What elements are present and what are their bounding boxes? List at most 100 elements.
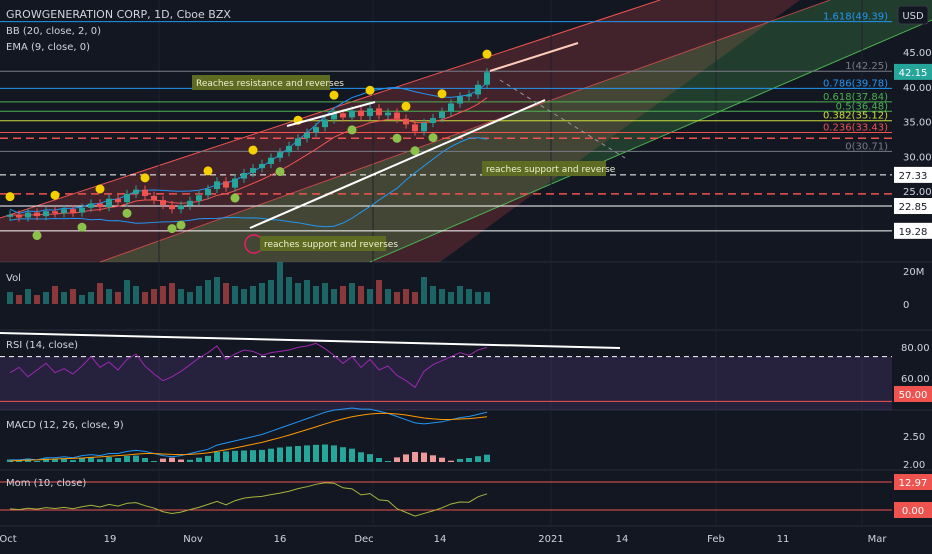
rsi-trendline <box>0 332 621 349</box>
macd-hist-2 <box>25 459 31 462</box>
candle-body-21 <box>196 195 202 201</box>
level-box-0 <box>894 166 932 183</box>
annotation-resistance: Reaches resistance and reverses <box>196 79 344 89</box>
annotation-support-right-bg <box>482 161 606 176</box>
macd-hist-29 <box>268 448 274 462</box>
channel-top-line <box>0 0 661 219</box>
macd-tick-0: 2.50 <box>903 432 925 443</box>
candle-body-9 <box>88 203 94 208</box>
candle-body-26 <box>241 173 247 179</box>
candle-body-12 <box>115 198 121 203</box>
candle-body-11 <box>106 198 112 208</box>
yellow-marker-7 <box>329 90 339 100</box>
price-tick-1: 40.00 <box>903 83 932 94</box>
candle-body-43 <box>394 112 400 119</box>
channel-bottom-line <box>369 19 932 263</box>
volume-bar-17 <box>160 286 166 304</box>
candle-body-38 <box>349 110 355 118</box>
candle-body-16 <box>151 195 157 201</box>
green-marker-6 <box>275 167 285 177</box>
green-marker-10 <box>428 133 438 143</box>
macd-hist-14 <box>133 455 139 462</box>
macd-hist-50 <box>457 458 463 462</box>
candle-body-15 <box>142 189 148 196</box>
candle-body-37 <box>340 113 346 118</box>
volume-bar-38 <box>349 283 355 304</box>
candle-body-10 <box>97 203 103 208</box>
time-tick-10: Mar <box>868 534 888 545</box>
markers <box>5 49 492 254</box>
macd-hist-15 <box>142 458 148 462</box>
volume-tick-0: 20M <box>903 267 924 278</box>
yellow-marker-9 <box>401 101 411 111</box>
candle-body-19 <box>178 205 184 210</box>
volume-bar-20 <box>187 292 193 304</box>
annotation-support-left: reaches support and reverses <box>264 240 398 250</box>
candle-body-32 <box>295 138 301 146</box>
currency-button-bg[interactable] <box>897 5 929 25</box>
candle-body-30 <box>277 152 283 158</box>
candle-body-1 <box>16 214 22 218</box>
candle-body-3 <box>34 212 40 217</box>
level-box-2 <box>894 222 932 239</box>
macd-hist-3 <box>34 461 40 462</box>
trendlines <box>249 42 626 229</box>
green-marker-5 <box>230 193 240 203</box>
candle-body-53 <box>484 72 490 85</box>
time-tick-9: 11 <box>777 534 790 545</box>
yellow-marker-8 <box>365 85 375 95</box>
macd-hist-40 <box>367 454 373 462</box>
candle-body-25 <box>232 178 238 188</box>
macd-hist-11 <box>106 457 112 462</box>
macd-hist-19 <box>178 459 184 462</box>
macd-hist-1 <box>16 460 22 462</box>
volume-bar-48 <box>439 289 445 304</box>
volume-bar-50 <box>457 286 463 304</box>
candle-body-45 <box>412 124 418 132</box>
candle-body-17 <box>160 200 166 205</box>
candle-body-52 <box>475 84 481 95</box>
volume-bar-31 <box>286 277 292 304</box>
macd-line <box>10 407 488 461</box>
fib-label-1: 1(42.25) <box>845 61 888 72</box>
macd-tick-1: 2.00 <box>903 460 925 471</box>
price-tick-4: 25.00 <box>903 187 932 198</box>
volume-bar-53 <box>484 292 490 304</box>
bb-lower-line <box>9 137 488 228</box>
volume-bar-40 <box>367 289 373 304</box>
macd-hist-52 <box>475 456 481 462</box>
green-marker-3 <box>167 224 177 234</box>
candle-body-4 <box>43 211 49 217</box>
price-tick-3: 30.00 <box>903 152 932 163</box>
candle-body-22 <box>205 188 211 196</box>
candle-body-50 <box>457 96 463 104</box>
candle-body-39 <box>358 110 364 117</box>
macd-hist-17 <box>160 458 166 462</box>
macd-hist-49 <box>448 460 454 462</box>
macd-hist-23 <box>214 452 220 462</box>
green-marker-0 <box>32 231 42 241</box>
currency-label[interactable]: USD <box>902 11 924 22</box>
volume-bar-43 <box>394 292 400 304</box>
chart-title: GROWGENERATION CORP, 1D, Cboe BZX <box>6 8 231 21</box>
macd-hist-33 <box>304 445 310 462</box>
candle-body-28 <box>259 163 265 169</box>
time-tick-6: 2021 <box>538 534 563 545</box>
macd-hist-13 <box>124 455 130 462</box>
macd-hist-48 <box>439 457 445 462</box>
macd-hist-53 <box>484 454 490 462</box>
indicator-ema-label: EMA (9, close, 0) <box>6 42 90 53</box>
macd-hist-45 <box>412 452 418 462</box>
time-tick-8: Feb <box>707 534 725 545</box>
indicator-bb-label: BB (20, close, 2, 0) <box>6 26 101 37</box>
trendline-resistance-2 <box>489 42 579 72</box>
price-tick-0: 45.00 <box>903 48 932 59</box>
yellow-marker-11 <box>482 49 492 59</box>
macd-hist-38 <box>349 448 355 462</box>
volume-bar-15 <box>142 292 148 304</box>
trendline-projection <box>499 79 626 159</box>
macd-hist-43 <box>394 457 400 462</box>
volume-bar-36 <box>331 289 337 304</box>
